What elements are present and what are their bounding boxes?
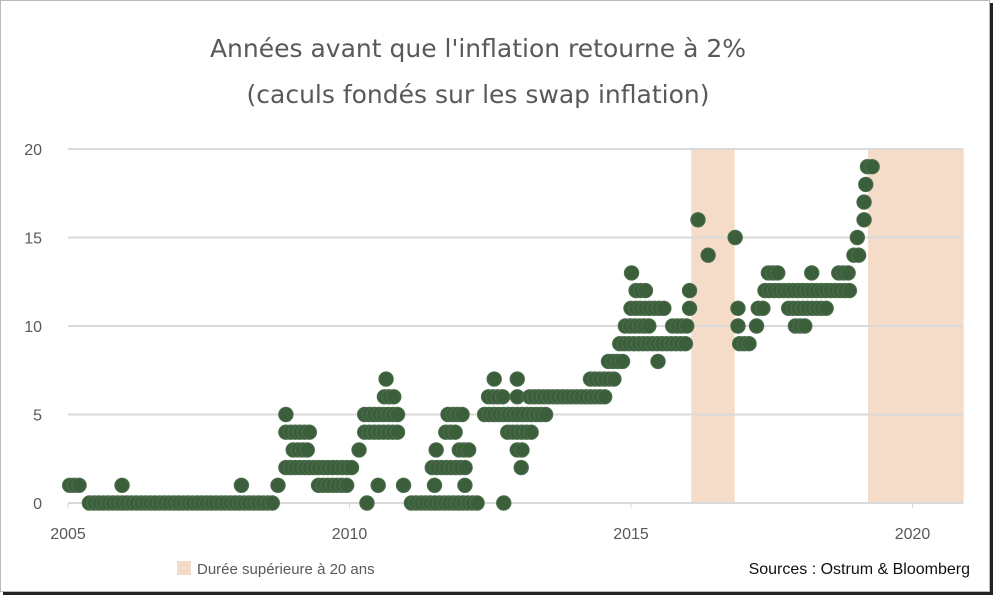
data-point bbox=[727, 229, 743, 246]
data-point bbox=[677, 336, 694, 352]
data-point bbox=[623, 265, 640, 281]
data-point bbox=[858, 176, 874, 193]
y-tick-label: 20 bbox=[24, 142, 42, 159]
data-point bbox=[278, 406, 294, 423]
data-point bbox=[359, 495, 375, 511]
data-point bbox=[614, 353, 631, 370]
data-point bbox=[447, 424, 463, 440]
data-point bbox=[351, 442, 367, 458]
x-tick-label: 2010 bbox=[332, 526, 368, 543]
data-point bbox=[797, 318, 813, 334]
data-point bbox=[395, 477, 412, 493]
data-point bbox=[849, 229, 866, 246]
data-point bbox=[641, 318, 657, 334]
data-point bbox=[301, 424, 318, 440]
data-point bbox=[523, 424, 539, 440]
data-point bbox=[370, 477, 386, 493]
data-point bbox=[457, 477, 473, 493]
data-point bbox=[679, 318, 695, 334]
data-point bbox=[730, 300, 746, 316]
x-tick-label: 2005 bbox=[50, 526, 86, 543]
data-point bbox=[741, 336, 757, 352]
data-point bbox=[700, 247, 716, 263]
y-tick-label: 0 bbox=[33, 496, 42, 513]
data-point bbox=[637, 282, 654, 299]
data-point bbox=[537, 406, 554, 423]
data-point bbox=[856, 212, 872, 228]
data-point bbox=[690, 212, 706, 228]
data-point bbox=[71, 477, 87, 493]
data-point bbox=[494, 389, 511, 405]
data-point bbox=[428, 442, 444, 458]
x-tick-label: 2020 bbox=[895, 526, 931, 543]
data-point bbox=[850, 247, 867, 263]
data-points bbox=[61, 159, 880, 511]
data-point bbox=[457, 459, 473, 476]
data-point bbox=[114, 477, 130, 493]
data-point bbox=[343, 459, 360, 476]
data-point bbox=[389, 406, 406, 423]
data-point bbox=[804, 265, 820, 281]
data-point bbox=[486, 371, 502, 387]
source-note: Sources : Ostrum & Bloomberg bbox=[749, 561, 970, 578]
data-point bbox=[509, 371, 525, 387]
data-point bbox=[770, 265, 786, 281]
y-axis: 0 5 10 15 20 bbox=[24, 142, 42, 513]
data-point bbox=[730, 318, 746, 334]
y-tick-label: 15 bbox=[24, 231, 42, 248]
data-point bbox=[596, 389, 613, 405]
y-tick-label: 10 bbox=[24, 319, 42, 336]
y-tick-label: 5 bbox=[33, 408, 42, 425]
data-point bbox=[264, 495, 280, 511]
data-point bbox=[818, 300, 834, 316]
data-point bbox=[606, 371, 622, 387]
data-point bbox=[378, 371, 394, 387]
x-tick-label: 2015 bbox=[613, 526, 649, 543]
data-point bbox=[864, 159, 880, 175]
legend-swatch bbox=[177, 561, 191, 575]
data-point bbox=[454, 406, 470, 423]
data-point bbox=[514, 442, 530, 458]
data-point bbox=[426, 477, 443, 493]
data-point bbox=[656, 300, 672, 316]
data-point bbox=[469, 495, 485, 511]
data-point bbox=[496, 495, 512, 511]
data-point bbox=[460, 442, 477, 458]
data-point bbox=[681, 282, 698, 299]
x-axis: 2005 2010 2015 2020 bbox=[50, 503, 930, 543]
data-point bbox=[841, 282, 858, 299]
chart-title: Années avant que l'inflation retourne à … bbox=[210, 34, 746, 63]
data-point bbox=[338, 477, 355, 493]
data-point bbox=[513, 459, 529, 476]
data-point bbox=[386, 389, 402, 405]
data-point bbox=[840, 265, 856, 281]
data-point bbox=[650, 353, 666, 370]
legend-label: Durée supérieure à 20 ans bbox=[197, 561, 375, 578]
data-point bbox=[748, 318, 765, 334]
data-point bbox=[299, 442, 315, 458]
data-point bbox=[270, 477, 286, 493]
data-point bbox=[856, 194, 872, 210]
chart-subtitle: (caculs fondés sur les swap inflation) bbox=[247, 80, 710, 109]
data-point bbox=[233, 477, 250, 493]
data-point bbox=[389, 424, 406, 440]
data-point bbox=[755, 300, 771, 316]
data-point bbox=[681, 300, 698, 316]
